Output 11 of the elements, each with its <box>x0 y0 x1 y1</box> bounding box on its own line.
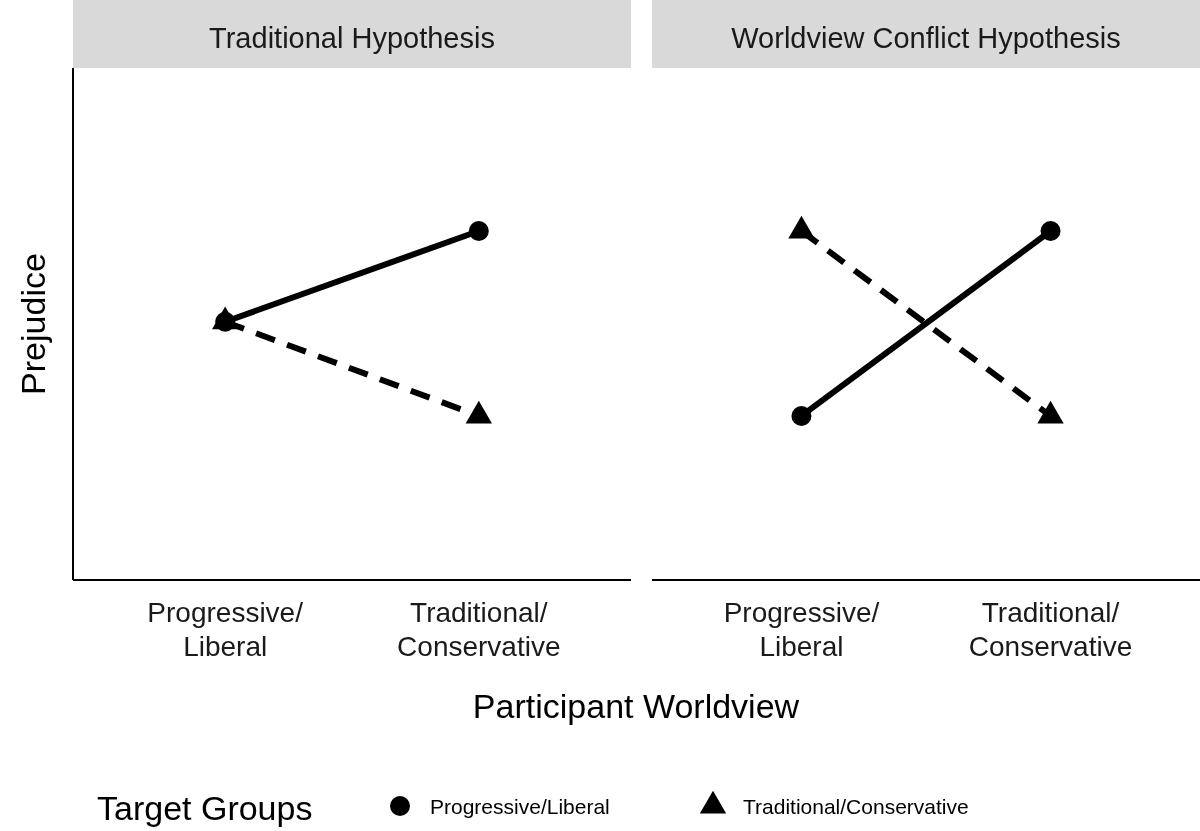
legend-label: Traditional/Conservative <box>743 795 969 818</box>
x-axis-title: Participant Worldview <box>472 687 800 725</box>
x-tick-label: Progressive/ Liberal <box>147 597 304 662</box>
x-tick-label: Traditional/ Conservative <box>968 597 1133 662</box>
chart-title: Worldview Conflict Hypothesis <box>731 22 1121 54</box>
x-tick-label: Traditional/ Conservative <box>397 597 561 662</box>
y-axis-title: Prejudice <box>14 253 52 395</box>
legend-title: Target Groups <box>97 789 313 827</box>
x-tick-label: Progressive/ Liberal <box>723 597 880 662</box>
legend-label: Progressive/Liberal <box>430 795 610 818</box>
chart-title: Traditional Hypothesis <box>209 22 495 54</box>
